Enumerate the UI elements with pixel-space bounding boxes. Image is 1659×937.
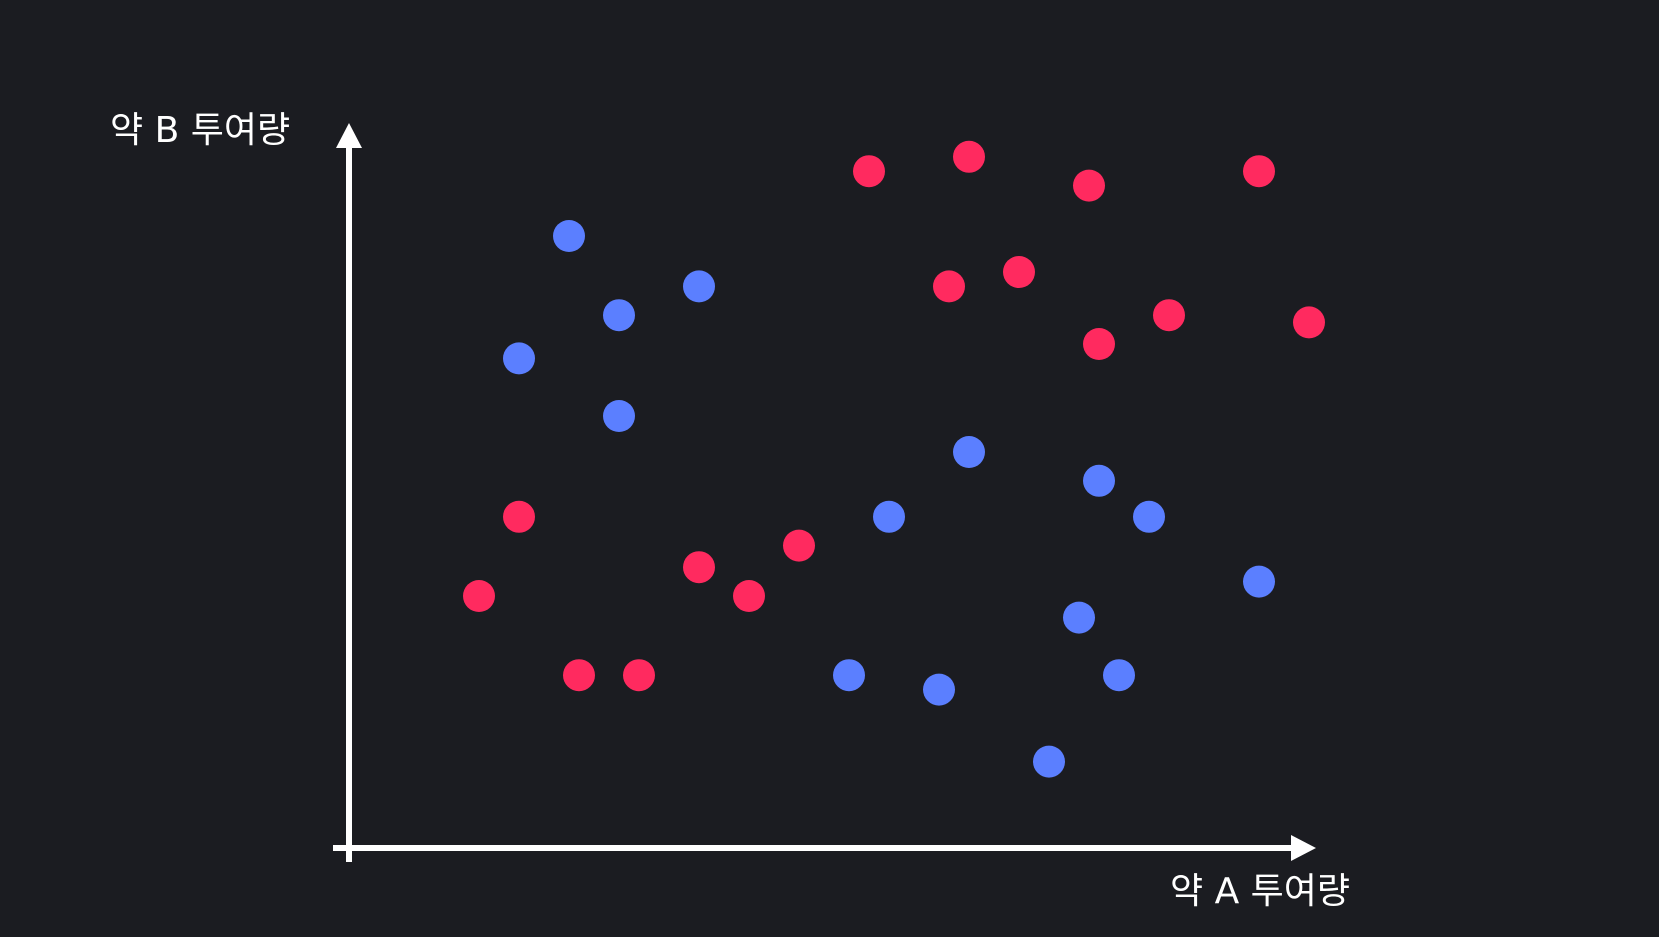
data-point xyxy=(1083,328,1115,360)
data-point xyxy=(563,659,595,692)
data-point xyxy=(503,500,535,533)
data-point xyxy=(603,400,635,432)
data-point xyxy=(1293,306,1325,339)
data-point xyxy=(1083,464,1115,497)
data-point xyxy=(503,342,535,375)
data-point xyxy=(833,659,865,692)
data-point xyxy=(923,673,955,706)
data-point xyxy=(683,270,715,303)
chart-points xyxy=(463,140,1325,778)
data-point xyxy=(1153,299,1185,332)
data-point xyxy=(463,580,495,612)
data-point xyxy=(1033,745,1065,778)
data-point xyxy=(1063,601,1095,634)
y-axis-arrowhead xyxy=(336,123,362,148)
data-point xyxy=(1133,500,1165,533)
data-point xyxy=(1003,256,1035,288)
data-point xyxy=(733,580,765,612)
data-point xyxy=(1103,659,1135,692)
data-point xyxy=(873,500,905,533)
data-point xyxy=(1243,565,1275,598)
data-point xyxy=(783,529,815,562)
data-point xyxy=(623,659,655,692)
data-point xyxy=(683,551,715,584)
data-point xyxy=(953,140,985,173)
data-point xyxy=(933,270,965,303)
data-point xyxy=(1243,155,1275,188)
data-point xyxy=(603,299,635,332)
y-axis-label: 약 B 투여량 xyxy=(110,110,290,151)
x-axis-label: 약 A 투여량 xyxy=(1170,871,1350,912)
data-point xyxy=(953,436,985,468)
x-axis-arrowhead xyxy=(1291,835,1316,861)
data-point xyxy=(553,220,585,252)
data-point xyxy=(1073,169,1105,202)
data-point xyxy=(853,155,885,188)
